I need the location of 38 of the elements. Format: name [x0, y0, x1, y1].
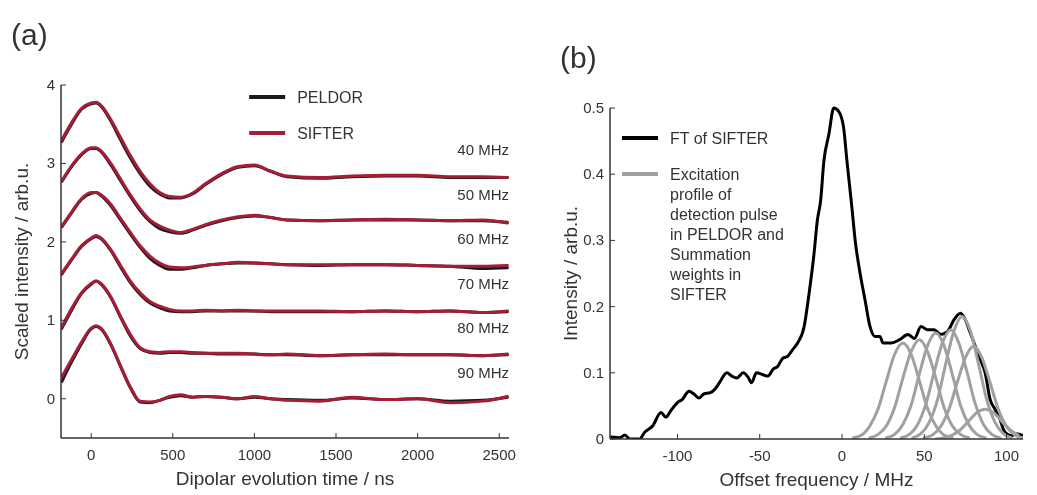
- x-tick-label: 2000: [400, 446, 435, 463]
- y-tick-label: 4: [46, 76, 55, 93]
- x-tick-label: 50: [915, 447, 933, 464]
- annotation: 80 MHz: [457, 319, 509, 336]
- x-tick-label: 1500: [319, 446, 353, 463]
- x-tick-label: -50: [748, 447, 771, 464]
- x-tick-label: 0: [87, 446, 96, 463]
- x-axis-title: Offset frequency / MHz: [719, 469, 914, 490]
- legend-label: FT of SIFTER: [670, 130, 769, 147]
- chart-title: (a): [11, 18, 48, 51]
- annotation: 60 MHz: [457, 230, 509, 247]
- y-tick-label: 2: [46, 232, 55, 250]
- x-tick-label: 500: [160, 446, 186, 463]
- annotation: 90 MHz: [457, 363, 509, 381]
- x-tick-label: -100: [662, 447, 693, 464]
- x-tick-label: 1000: [237, 446, 272, 463]
- annotation: 50 MHz: [457, 185, 509, 203]
- x-tick-label: 0: [837, 447, 847, 464]
- y-axis-title: Intensity / arb.u.: [560, 205, 581, 342]
- y-tick-label: 0.3: [583, 231, 604, 249]
- y-axis-title: Scaled intensity / arb.u.: [11, 162, 32, 361]
- y-tick-label: 0.4: [583, 165, 604, 183]
- y-tick-label: 0.1: [583, 363, 604, 381]
- y-tick-label: 0.2: [583, 297, 604, 315]
- y-tick-label: 0: [595, 430, 604, 447]
- chart-title: (b): [560, 41, 597, 74]
- x-tick-label: 2500: [482, 446, 516, 463]
- legend-label: Excitation profile of detection pulse in PELDOR and Summation weights in SIFTER: [669, 166, 784, 303]
- legend-label: PELDOR: [297, 89, 363, 106]
- y-tick-label: 0.5: [583, 99, 604, 116]
- y-tick-label: 3: [46, 154, 55, 172]
- legend-label: SIFTER: [297, 125, 355, 142]
- x-axis-title: Dipolar evolution time / ns: [175, 468, 395, 489]
- annotation: 70 MHz: [457, 274, 509, 292]
- y-tick-label: 0: [46, 389, 55, 407]
- y-tick-label: 1: [46, 311, 55, 329]
- x-tick-label: 100: [994, 447, 1020, 464]
- annotation: 40 MHz: [457, 141, 509, 158]
